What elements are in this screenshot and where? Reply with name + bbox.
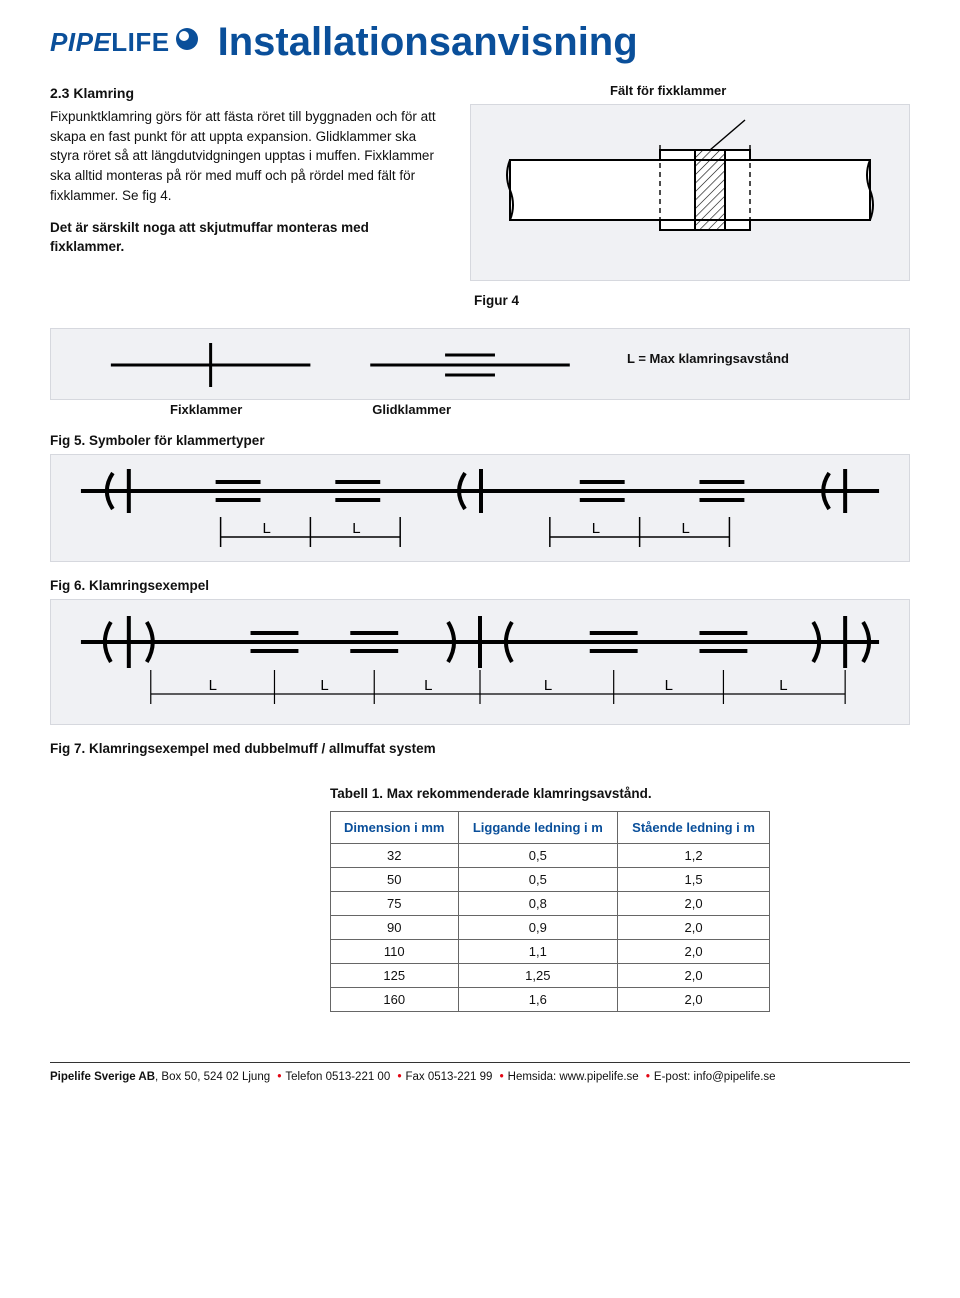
table-cell: 2,0 <box>618 988 770 1012</box>
svg-text:L: L <box>352 520 360 537</box>
footer-part-2: Fax 0513-221 99 <box>405 1071 492 1083</box>
footer-sep-icon: • <box>496 1071 508 1083</box>
logo-text-life: LIFE <box>111 27 169 58</box>
brand-logo: PIPELIFE <box>50 27 198 58</box>
table1-wrap: Tabell 1. Max rekommenderade klamringsav… <box>330 786 770 1012</box>
figure5-right-label: Glidklammer <box>372 402 451 417</box>
figure5-labels: Fixklammer Glidklammer <box>50 402 910 417</box>
table-row: 750,82,0 <box>331 892 770 916</box>
section-note: Det är särskilt noga att skjutmuffar mon… <box>50 219 440 257</box>
page-title: Installationsanvisning <box>218 20 638 65</box>
table-cell: 0,8 <box>458 892 618 916</box>
table-cell: 1,5 <box>618 868 770 892</box>
figure4-box <box>470 104 910 281</box>
table1: Dimension i mm Liggande ledning i m Ståe… <box>330 811 770 1012</box>
section-heading: 2.3 Klamring <box>50 83 440 103</box>
footer-divider <box>50 1062 910 1063</box>
table-row: 320,51,2 <box>331 844 770 868</box>
footer-sep-icon: • <box>393 1071 405 1083</box>
table-row: 1251,252,0 <box>331 964 770 988</box>
page-header: PIPELIFE Installationsanvisning <box>50 20 910 65</box>
table-cell: 32 <box>331 844 459 868</box>
figure4-caption: Figur 4 <box>474 293 910 308</box>
figure7-caption: Fig 7. Klamringsexempel med dubbelmuff /… <box>50 741 910 756</box>
footer-sep-icon: • <box>273 1071 285 1083</box>
svg-text:L: L <box>263 520 271 537</box>
table-cell: 75 <box>331 892 459 916</box>
table-cell: 1,2 <box>618 844 770 868</box>
footer-part-4: E-post: info@pipelife.se <box>654 1071 776 1083</box>
footer-part-0: , Box 50, 524 02 Ljung <box>155 1071 270 1083</box>
logo-text-pipe: PIPE <box>50 27 111 58</box>
table-cell: 90 <box>331 916 459 940</box>
figure5-inline-label: L = Max klamringsavstånd <box>627 351 789 366</box>
figure4-diagram <box>500 115 880 265</box>
footer-company: Pipelife Sverige AB <box>50 1071 155 1083</box>
table-row: 1101,12,0 <box>331 940 770 964</box>
svg-text:L: L <box>424 677 432 694</box>
footer-part-3: Hemsida: www.pipelife.se <box>508 1071 639 1083</box>
table-cell: 0,5 <box>458 868 618 892</box>
svg-text:L: L <box>320 677 328 694</box>
figure7-diagram: L L L L L L <box>51 600 909 726</box>
table-col-1: Liggande ledning i m <box>458 812 618 844</box>
svg-text:L: L <box>209 677 217 694</box>
table-col-2: Stående ledning i m <box>618 812 770 844</box>
table-cell: 2,0 <box>618 892 770 916</box>
figure6-caption: Fig 6. Klamringsexempel <box>50 578 910 593</box>
text-column: 2.3 Klamring Fixpunktklamring görs för a… <box>50 83 440 257</box>
svg-text:L: L <box>592 520 600 537</box>
table-header-row: Dimension i mm Liggande ledning i m Ståe… <box>331 812 770 844</box>
table-cell: 1,25 <box>458 964 618 988</box>
footer-part-1: Telefon 0513-221 00 <box>285 1071 390 1083</box>
table-cell: 2,0 <box>618 964 770 988</box>
section-body: Fixpunktklamring görs för att fästa röre… <box>50 107 440 205</box>
logo-icon <box>176 28 198 50</box>
figure6-diagram: L L L L <box>51 455 909 563</box>
table-cell: 160 <box>331 988 459 1012</box>
figure7-box: L L L L L L <box>50 599 910 725</box>
table-cell: 0,5 <box>458 844 618 868</box>
table-cell: 1,6 <box>458 988 618 1012</box>
table-cell: 50 <box>331 868 459 892</box>
table1-title: Tabell 1. Max rekommenderade klamringsav… <box>330 786 770 801</box>
svg-text:L: L <box>779 677 787 694</box>
figure5-left-label: Fixklammer <box>170 402 242 417</box>
svg-text:L: L <box>682 520 690 537</box>
svg-text:L: L <box>544 677 552 694</box>
table-cell: 2,0 <box>618 916 770 940</box>
figure4-top-label: Fält för fixklammer <box>610 83 910 98</box>
figure5-caption: Fig 5. Symboler för klammertyper <box>50 433 910 448</box>
table-col-0: Dimension i mm <box>331 812 459 844</box>
table-cell: 0,9 <box>458 916 618 940</box>
table-cell: 110 <box>331 940 459 964</box>
table-row: 1601,62,0 <box>331 988 770 1012</box>
table-cell: 125 <box>331 964 459 988</box>
table-row: 900,92,0 <box>331 916 770 940</box>
footer-sep-icon: • <box>642 1071 654 1083</box>
page-footer: Pipelife Sverige AB, Box 50, 524 02 Ljun… <box>50 1071 910 1083</box>
svg-text:L: L <box>665 677 673 694</box>
figure4-column: Fält för fixklammer <box>470 83 910 318</box>
figure6-box: L L L L <box>50 454 910 562</box>
table-row: 500,51,5 <box>331 868 770 892</box>
table-cell: 1,1 <box>458 940 618 964</box>
figure5-box: L = Max klamringsavstånd <box>50 328 910 400</box>
table-cell: 2,0 <box>618 940 770 964</box>
